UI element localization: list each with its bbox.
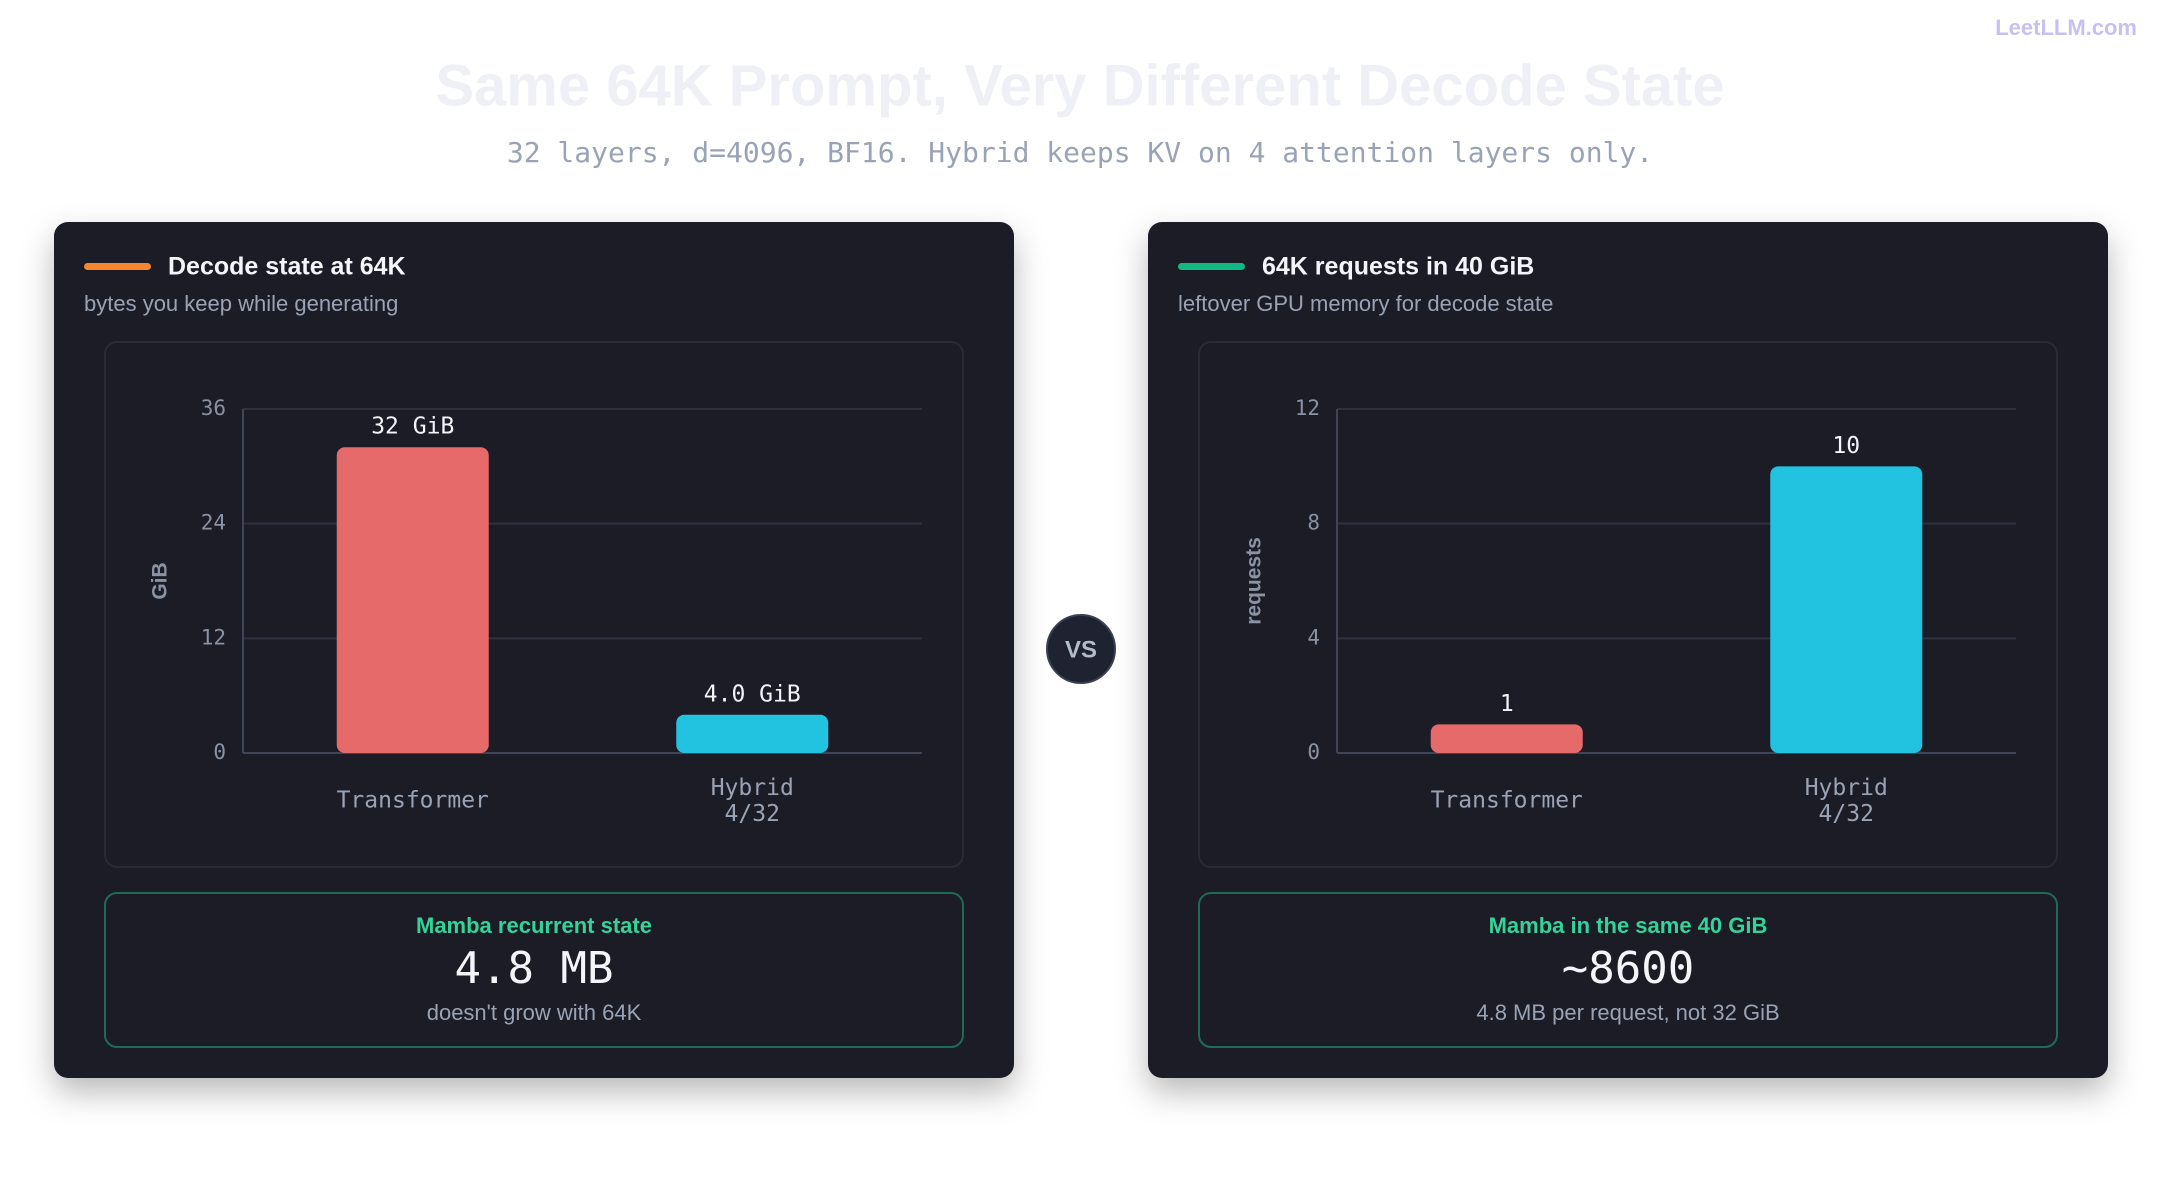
callout-value: ~8600 — [1562, 943, 1694, 994]
chart-subtitle: leftover GPU memory for decode state — [1178, 291, 1553, 316]
value-label: 1 — [1500, 691, 1514, 717]
vs-label: VS — [1065, 636, 1097, 663]
y-tick-label: 12 — [201, 625, 226, 649]
card-background — [1148, 222, 2108, 1078]
y-axis-label: requests — [1243, 537, 1266, 625]
chart-subtitle: bytes you keep while generating — [84, 291, 398, 316]
y-tick-label: 4 — [1307, 625, 1320, 649]
plot-frame — [1198, 341, 2058, 868]
page-title: Same 64K Prompt, Very Different Decode S… — [435, 53, 1724, 118]
plot-frame — [104, 341, 964, 868]
value-label: 32 GiB — [371, 414, 454, 440]
bar — [1430, 724, 1583, 753]
x-tick-label: Hybrid 4/32 — [1805, 775, 1888, 827]
accent-bar — [1178, 263, 1245, 270]
y-tick-label: 0 — [1307, 740, 1320, 764]
y-tick-label: 12 — [1295, 396, 1320, 420]
callout-box — [104, 892, 964, 1048]
card: 64K requests in 40 GiB leftover GPU memor… — [1148, 222, 2108, 1078]
page-subtitle: 32 layers, d=4096, BF16. Hybrid keeps KV… — [507, 136, 1653, 169]
x-tick-label: Transformer — [337, 788, 489, 814]
y-tick-label: 36 — [201, 396, 226, 420]
callout-title: Mamba recurrent state — [416, 913, 652, 938]
card: Decode state at 64K bytes you keep while … — [54, 222, 1014, 1078]
card-background — [54, 222, 1014, 1078]
callout-value: 4.8 MB — [455, 943, 614, 994]
bar — [676, 714, 829, 753]
callout-note: doesn't grow with 64K — [427, 1000, 642, 1025]
vs-badge — [1046, 614, 1116, 684]
brand[interactable]: LeetLLM.com — [1995, 15, 2137, 40]
x-tick-label: Transformer — [1431, 788, 1583, 814]
y-tick-label: 24 — [201, 511, 226, 535]
chart-title: 64K requests in 40 GiB — [1262, 253, 1534, 281]
bar — [1770, 466, 1923, 753]
value-label: 10 — [1832, 433, 1860, 459]
bar — [336, 447, 489, 753]
y-tick-label: 8 — [1307, 511, 1320, 535]
y-axis-label: GiB — [149, 562, 172, 599]
value-label: 4.0 GiB — [704, 681, 801, 707]
accent-bar — [84, 263, 151, 270]
y-tick-label: 0 — [213, 740, 226, 764]
cards: Decode state at 64K bytes you keep while … — [54, 222, 2108, 1078]
callout-note: 4.8 MB per request, not 32 GiB — [1476, 1000, 1779, 1025]
x-tick-label: Hybrid 4/32 — [711, 775, 794, 827]
callout-title: Mamba in the same 40 GiB — [1489, 913, 1768, 938]
callout-box — [1198, 892, 2058, 1048]
chart-title: Decode state at 64K — [168, 253, 406, 281]
